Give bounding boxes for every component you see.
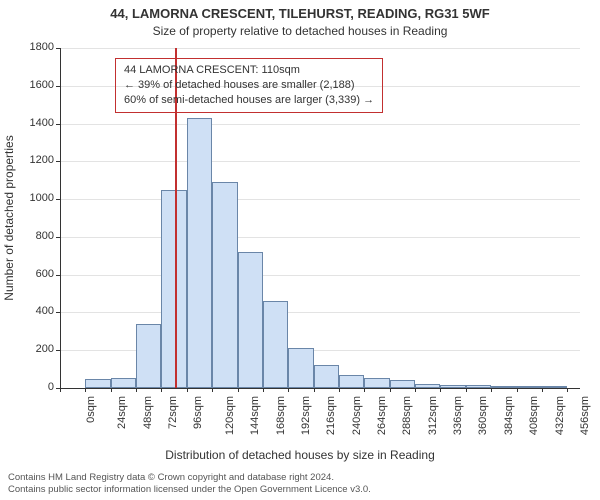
x-tick-label: 456sqm (579, 396, 591, 435)
footer-line-1: Contains HM Land Registry data © Crown c… (8, 472, 371, 484)
chart-subtitle: Size of property relative to detached ho… (0, 24, 600, 38)
chart-container: { "chart": { "type": "histogram", "title… (0, 0, 600, 500)
x-tick-mark (85, 388, 86, 392)
x-tick-label: 264sqm (376, 396, 388, 435)
x-tick-label: 408sqm (528, 396, 540, 435)
x-tick-mark (440, 388, 441, 392)
x-axis-label: Distribution of detached houses by size … (0, 448, 600, 462)
x-tick-label: 432sqm (554, 396, 566, 435)
y-tick-mark (56, 237, 60, 238)
x-tick-label: 240sqm (351, 396, 363, 435)
x-tick-label: 96sqm (192, 396, 204, 429)
histogram-bar (339, 375, 364, 388)
grid-line (60, 48, 580, 49)
y-tick-mark (56, 199, 60, 200)
y-tick-label: 1800 (14, 41, 54, 53)
y-tick-label: 1600 (14, 79, 54, 91)
x-tick-label: 288sqm (402, 396, 414, 435)
histogram-bar (85, 379, 110, 388)
histogram-bar (364, 378, 389, 388)
y-tick-label: 200 (14, 343, 54, 355)
x-tick-label: 72sqm (167, 396, 179, 429)
y-tick-mark (56, 161, 60, 162)
y-axis-line (60, 48, 61, 388)
x-tick-mark (364, 388, 365, 392)
grid-line (60, 199, 580, 200)
y-tick-mark (56, 48, 60, 49)
y-tick-label: 800 (14, 230, 54, 242)
histogram-bar (136, 324, 161, 388)
y-tick-label: 1000 (14, 192, 54, 204)
y-tick-mark (56, 312, 60, 313)
y-tick-mark (56, 86, 60, 87)
x-tick-mark (263, 388, 264, 392)
x-tick-label: 0sqm (85, 396, 97, 423)
x-tick-mark (161, 388, 162, 392)
x-tick-mark (314, 388, 315, 392)
grid-line (60, 124, 580, 125)
x-tick-label: 120sqm (224, 396, 236, 435)
grid-line (60, 237, 580, 238)
x-tick-mark (288, 388, 289, 392)
x-tick-label: 168sqm (275, 396, 287, 435)
y-tick-mark (56, 275, 60, 276)
x-tick-mark (212, 388, 213, 392)
x-tick-mark (415, 388, 416, 392)
x-tick-label: 216sqm (325, 396, 337, 435)
x-tick-mark (517, 388, 518, 392)
x-tick-mark (339, 388, 340, 392)
x-tick-label: 48sqm (142, 396, 154, 429)
footer-line-2: Contains public sector information licen… (8, 484, 371, 496)
annotation-line: 60% of semi-detached houses are larger (… (124, 93, 374, 108)
x-tick-label: 144sqm (249, 396, 261, 435)
x-tick-label: 192sqm (300, 396, 312, 435)
footer-attribution: Contains HM Land Registry data © Crown c… (8, 472, 371, 496)
annotation-box: 44 LAMORNA CRESCENT: 110sqm← 39% of deta… (115, 58, 383, 113)
histogram-bar (314, 365, 339, 388)
x-axis-line (60, 388, 580, 389)
histogram-bar (263, 301, 288, 388)
histogram-bar (161, 190, 186, 388)
histogram-bar (111, 378, 136, 388)
histogram-bar (390, 380, 415, 388)
chart-title: 44, LAMORNA CRESCENT, TILEHURST, READING… (0, 6, 600, 21)
x-tick-label: 360sqm (478, 396, 490, 435)
y-tick-label: 1400 (14, 117, 54, 129)
x-tick-mark (136, 388, 137, 392)
x-tick-mark (491, 388, 492, 392)
x-tick-label: 24sqm (116, 396, 128, 429)
y-tick-mark (56, 124, 60, 125)
y-tick-label: 0 (14, 381, 54, 393)
annotation-line: 44 LAMORNA CRESCENT: 110sqm (124, 63, 374, 78)
x-tick-mark (60, 388, 61, 392)
histogram-bar (187, 118, 212, 388)
x-tick-mark (390, 388, 391, 392)
y-tick-mark (56, 350, 60, 351)
histogram-bar (288, 348, 313, 388)
x-tick-label: 336sqm (452, 396, 464, 435)
grid-line (60, 275, 580, 276)
y-tick-label: 1200 (14, 154, 54, 166)
x-tick-mark (542, 388, 543, 392)
x-tick-label: 384sqm (503, 396, 515, 435)
x-tick-mark (111, 388, 112, 392)
grid-line (60, 312, 580, 313)
y-tick-label: 600 (14, 268, 54, 280)
histogram-bar (238, 252, 263, 388)
x-tick-mark (238, 388, 239, 392)
x-tick-mark (187, 388, 188, 392)
y-tick-label: 400 (14, 305, 54, 317)
annotation-line: ← 39% of detached houses are smaller (2,… (124, 78, 374, 93)
x-tick-mark (466, 388, 467, 392)
grid-line (60, 161, 580, 162)
x-tick-mark (567, 388, 568, 392)
histogram-bar (212, 182, 237, 388)
x-tick-label: 312sqm (427, 396, 439, 435)
